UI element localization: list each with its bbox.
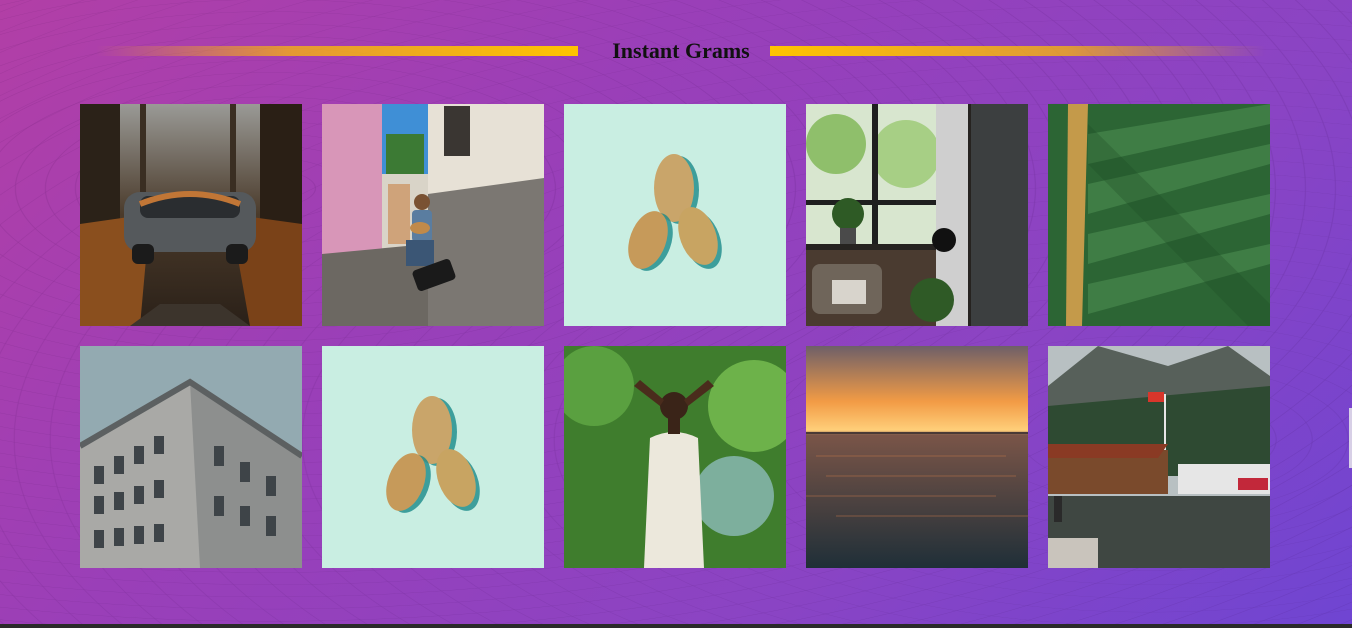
title-line-left [96,46,578,56]
gallery-item-building[interactable] [80,346,302,568]
green-leaf-photo [1048,104,1270,326]
sunset-sea-photo [806,346,1028,568]
gallery-item-sunset[interactable] [806,346,1028,568]
photo-grid [80,104,1270,568]
gallery-item-car[interactable] [80,104,302,326]
car-forest-photo [80,104,302,326]
lake-boathouse-photo [1048,346,1270,568]
street-guitarist-photo [322,104,544,326]
bottom-edge-bar [0,624,1352,628]
three-leaves-photo-2 [322,346,544,568]
interior-plants-photo [806,104,1028,326]
gallery-item-lake[interactable] [1048,346,1270,568]
gallery-item-leaves-2[interactable] [322,346,544,568]
section-header: Instant Grams [96,36,1266,66]
three-leaves-photo [564,104,786,326]
gallery-item-leaves[interactable] [564,104,786,326]
section-title: Instant Grams [612,38,750,63]
woman-outdoors-photo [564,346,786,568]
scrollbar-edge[interactable] [1349,408,1352,468]
gallery-item-woman[interactable] [564,346,786,568]
building-photo [80,346,302,568]
gallery-item-green-leaf[interactable] [1048,104,1270,326]
title-line-right [770,46,1266,56]
gallery-item-interior[interactable] [806,104,1028,326]
gallery-item-street-guitarist[interactable] [322,104,544,326]
